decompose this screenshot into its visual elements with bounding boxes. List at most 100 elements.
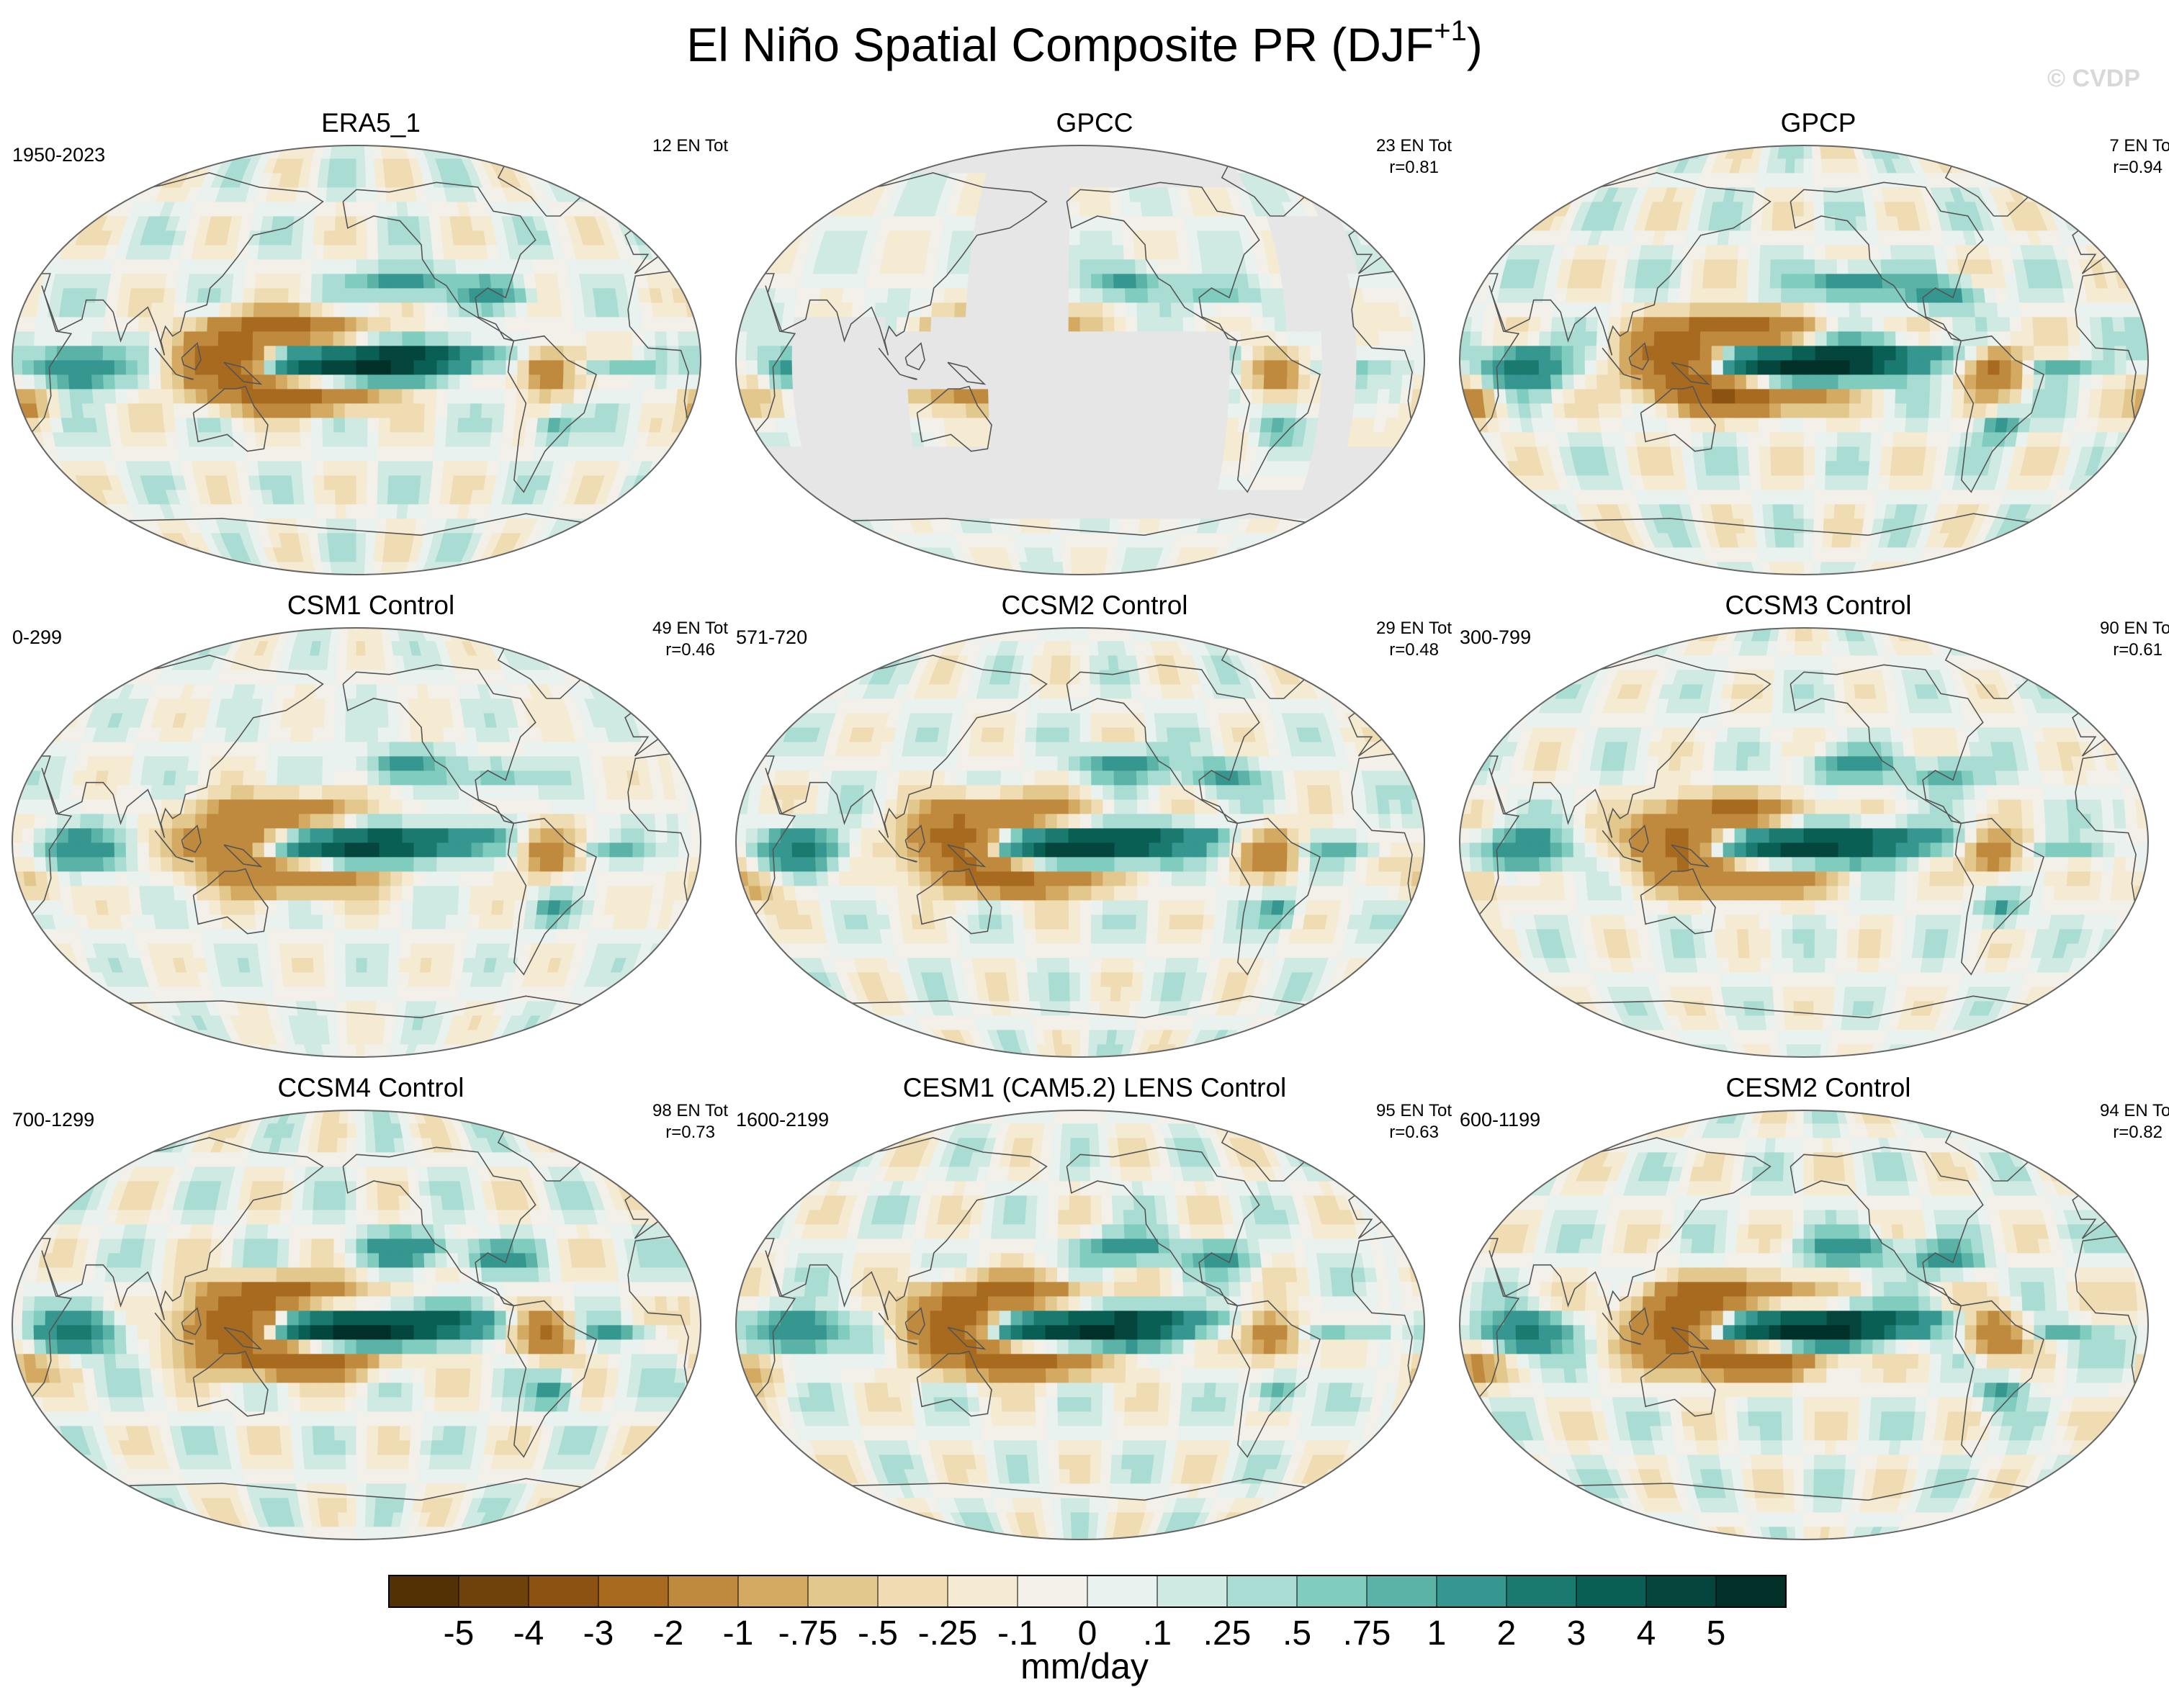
panel-title: CCSM2 Control [1001, 590, 1188, 620]
colorbar-swatch [1715, 1575, 1787, 1608]
colorbar-swatch [947, 1575, 1018, 1608]
precip-map [1459, 627, 2149, 1058]
panel-period: 700-1299 [12, 1109, 95, 1131]
panel-period: 0-299 [12, 626, 63, 648]
map-panel: CESM2 Control 600-1199 94 EN Tot r=0.82 [1458, 1073, 2169, 1548]
colorbar-tick-label: 4 [1637, 1614, 1656, 1653]
colorbar-tick-label: -1 [723, 1614, 754, 1653]
colorbar-swatch [598, 1575, 669, 1608]
colorbar-tick-label: 2 [1497, 1614, 1517, 1653]
panel-title: CCSM4 Control [277, 1073, 464, 1102]
panel-title: CESM1 (CAM5.2) LENS Control [902, 1073, 1287, 1102]
precip-map [1459, 145, 2149, 575]
panel-pattern-correlation: r=0.63 [1389, 1123, 1439, 1142]
panel-stats: 23 EN Tot r=0.81 [1376, 135, 1452, 179]
panel-period: 300-799 [1460, 626, 1532, 648]
colorbar-swatch [877, 1575, 948, 1608]
colorbar-tick-label: 1 [1427, 1614, 1447, 1653]
precip-map [12, 145, 701, 575]
map-panel: CCSM2 Control 571-720 29 EN Tot r=0.48 [735, 590, 1455, 1066]
colorbar-swatch [668, 1575, 739, 1608]
panel-period: 600-1199 [1460, 1109, 1541, 1131]
map-panel: GPCC 23 EN Tot r=0.81 [735, 108, 1455, 583]
colorbar-swatch [1576, 1575, 1647, 1608]
colorbar-tick-label: .75 [1343, 1614, 1391, 1653]
colorbar-swatch [388, 1575, 459, 1608]
precip-map [12, 1110, 701, 1540]
colorbar-tick-label: -.25 [918, 1614, 978, 1653]
panel-stats: 90 EN Tot r=0.61 [2100, 618, 2169, 661]
colorbar-units: mm/day [1020, 1646, 1149, 1686]
colorbar-tick-label: -4 [513, 1614, 544, 1653]
map-panel: ERA5_1 1950-2023 12 EN Tot [11, 108, 731, 583]
panel-pattern-correlation: r=0.82 [2113, 1123, 2163, 1142]
panel-period: 571-720 [736, 626, 808, 648]
colorbar-swatch [458, 1575, 529, 1608]
map-panel: CCSM4 Control 700-1299 98 EN Tot r=0.73 [11, 1073, 731, 1548]
panel-stats: 95 EN Tot r=0.63 [1376, 1100, 1452, 1143]
colorbar-tick-label: .1 [1143, 1614, 1172, 1653]
colorbar-tick-label: 3 [1567, 1614, 1586, 1653]
colorbar-swatch [737, 1575, 809, 1608]
panel-pattern-correlation: r=0.61 [2113, 640, 2163, 660]
colorbar-tick-label: -5 [444, 1614, 475, 1653]
colorbar-swatch [1366, 1575, 1437, 1608]
panel-title: CSM1 Control [287, 590, 455, 620]
panel-title: CESM2 Control [1725, 1073, 1911, 1102]
panel-period: 1950-2023 [12, 144, 106, 166]
colorbar-tick-label: 5 [1707, 1614, 1726, 1653]
precip-map [12, 627, 701, 1058]
panel-title: CCSM3 Control [1725, 590, 1912, 620]
colorbar-swatch [1645, 1575, 1717, 1608]
colorbar-swatch [1296, 1575, 1368, 1608]
panel-event-count: 49 EN Tot [652, 619, 728, 638]
panel-title: GPCC [1056, 108, 1133, 138]
colorbar-tick-label: -2 [653, 1614, 684, 1653]
panel-period: 1600-2199 [736, 1109, 830, 1131]
panel-pattern-correlation: r=0.46 [665, 640, 715, 660]
colorbar-tick-label: -3 [583, 1614, 614, 1653]
colorbar-tick-label: -.75 [778, 1614, 838, 1653]
panel-event-count: 12 EN Tot [652, 136, 728, 156]
panel-event-count: 95 EN Tot [1376, 1101, 1452, 1120]
panel-stats: 98 EN Tot r=0.73 [652, 1100, 728, 1143]
panel-pattern-correlation: r=0.94 [2113, 158, 2163, 177]
panel-stats: 7 EN Tot r=0.94 [2109, 135, 2169, 179]
panel-event-count: 7 EN Tot [2109, 136, 2169, 156]
colorbar-swatch [1017, 1575, 1088, 1608]
precip-map [735, 145, 1425, 575]
panel-pattern-correlation: r=0.48 [1389, 640, 1439, 660]
panel-event-count: 98 EN Tot [652, 1101, 728, 1120]
watermark: © CVDP [2047, 65, 2140, 92]
panel-pattern-correlation: r=0.73 [665, 1123, 715, 1142]
precip-map [735, 1110, 1425, 1540]
colorbar-swatch [807, 1575, 879, 1608]
panel-event-count: 23 EN Tot [1376, 136, 1452, 156]
panel-event-count: 94 EN Tot [2100, 1101, 2169, 1120]
precip-map [735, 627, 1425, 1058]
precip-map [1459, 1110, 2149, 1540]
panel-stats: 49 EN Tot r=0.46 [652, 618, 728, 661]
colorbar-tick-label: -.5 [858, 1614, 898, 1653]
panel-stats: 29 EN Tot r=0.48 [1376, 618, 1452, 661]
panel-title: GPCP [1780, 108, 1856, 138]
colorbar-swatch [1226, 1575, 1298, 1608]
panel-event-count: 29 EN Tot [1376, 619, 1452, 638]
colorbar-tick-label: .25 [1203, 1614, 1252, 1653]
colorbar-swatch [528, 1575, 599, 1608]
panel-title: ERA5_1 [321, 108, 421, 138]
colorbar-swatch [1506, 1575, 1577, 1608]
colorbar-tick-label: 0 [1078, 1614, 1097, 1653]
panel-stats: 12 EN Tot [652, 135, 728, 157]
map-panel: CESM1 (CAM5.2) LENS Control 1600-2199 95 E… [735, 1073, 1455, 1548]
map-panel: CSM1 Control 0-299 49 EN Tot r=0.46 [11, 590, 731, 1066]
colorbar-tick-label: -.1 [997, 1614, 1038, 1653]
colorbar-swatch [1436, 1575, 1507, 1608]
panel-event-count: 90 EN Tot [2100, 619, 2169, 638]
panel-pattern-correlation: r=0.81 [1389, 158, 1439, 177]
panel-stats: 94 EN Tot r=0.82 [2100, 1100, 2169, 1143]
colorbar-swatch [1087, 1575, 1158, 1608]
colorbar-swatch [1157, 1575, 1228, 1608]
figure-title: El Niño Spatial Composite PR (DJF+1) [686, 15, 1483, 71]
map-panel: CCSM3 Control 300-799 90 EN Tot r=0.61 [1458, 590, 2169, 1066]
